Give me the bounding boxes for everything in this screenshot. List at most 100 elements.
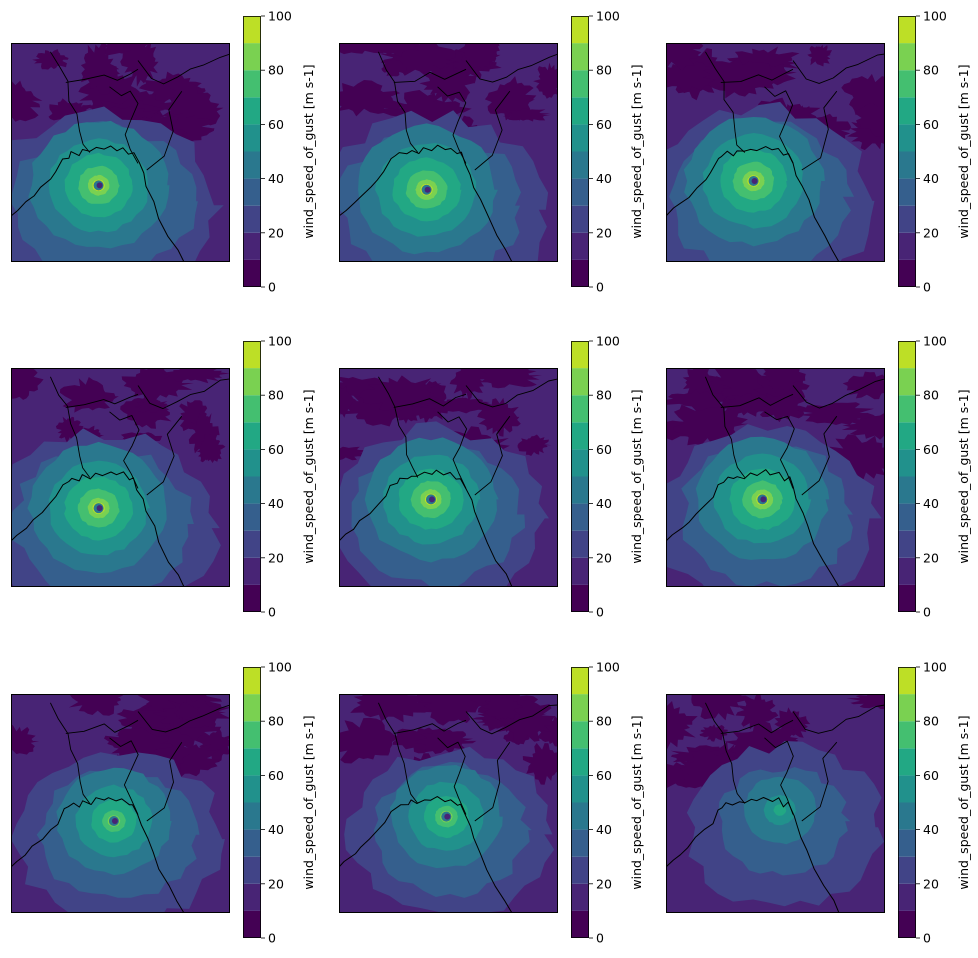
border-line (792, 53, 885, 84)
low-wind-patch (339, 717, 400, 764)
colorbar-segment (243, 910, 261, 938)
map-panel-r1-c3: 0 20 40 60 80 100 wind_speed_of_gust [m s-1] (666, 9, 971, 295)
colorbar-segment (571, 205, 589, 233)
colorbar-segment (243, 368, 261, 396)
colorbar-segment (898, 341, 916, 369)
colorbar-segment (571, 802, 589, 830)
colorbar-tick-label: 0 (596, 605, 604, 620)
colorbar-frame (571, 667, 589, 938)
border-line (704, 702, 746, 804)
colorbar-segment (571, 259, 589, 287)
colorbar-tick-label: 0 (268, 605, 276, 620)
colorbar-segment (898, 503, 916, 531)
low-wind-patch (846, 694, 885, 710)
map-panel-r2-c2: 0 20 40 60 80 100 wind_speed_of_gust [m s-1] (339, 334, 644, 620)
low-wind-patch (502, 108, 552, 122)
colorbar-label: wind_speed_of_gust [m s-1] (956, 64, 971, 238)
map-frame (11, 694, 230, 913)
colorbar-segment (571, 557, 589, 585)
border-line (377, 702, 419, 804)
border-line (801, 741, 838, 822)
low-wind-patch (48, 98, 94, 126)
map-frame (11, 368, 230, 587)
colorbar-segment (243, 748, 261, 776)
low-wind-patch (194, 433, 226, 463)
colorbar-frame (898, 341, 916, 612)
colorbar-tick-label: 100 (268, 9, 292, 24)
colorbar-segment (571, 829, 589, 857)
cyclone-eye (760, 496, 767, 503)
coastline (11, 471, 185, 587)
low-wind-patch (339, 43, 399, 55)
coastline (11, 797, 185, 913)
colorbar-segment (243, 341, 261, 369)
colorbar-segment (571, 43, 589, 71)
colorbar-segment (243, 124, 261, 152)
colorbar-tick-label: 60 (596, 768, 612, 783)
colorbar-segment (243, 584, 261, 612)
colorbar-segment (243, 503, 261, 531)
colorbar-segment (243, 476, 261, 504)
map-frame (11, 43, 230, 262)
colorbar-segment (243, 694, 261, 722)
border-line (50, 51, 91, 153)
colorbar-frame (243, 341, 261, 612)
border-line (393, 719, 467, 734)
map-frame (339, 694, 558, 913)
colorbar: 0 20 40 60 80 100 wind_speed_of_gust [m s-1] (898, 660, 971, 946)
border-line (437, 411, 468, 489)
colorbar-segment (243, 422, 261, 450)
colorbar-tick-label: 20 (596, 876, 612, 891)
colorbar-segment (898, 721, 916, 749)
border-line (109, 86, 139, 164)
colorbar-tick-label: 80 (596, 388, 612, 403)
colorbar-tick-label: 20 (923, 876, 939, 891)
cyclone-eye (751, 177, 758, 184)
low-wind-patch (339, 377, 394, 397)
colorbar-label: wind_speed_of_gust [m s-1] (956, 715, 971, 889)
colorbar-tick-label: 100 (596, 9, 620, 24)
low-wind-patch (11, 80, 43, 122)
colorbar-segment (571, 341, 589, 369)
colorbar-tick-label: 80 (596, 714, 612, 729)
colorbar-tick-label: 100 (923, 334, 947, 349)
colorbar-segment (571, 151, 589, 179)
cyclone-eye (444, 813, 451, 820)
map-panel-r1-c2: 0 20 40 60 80 100 wind_speed_of_gust [m s-1] (339, 9, 644, 295)
colorbar-segment (898, 476, 916, 504)
border-line (146, 415, 183, 496)
colorbar: 0 20 40 60 80 100 wind_speed_of_gust [m s-1] (243, 334, 316, 620)
colorbar: 0 20 40 60 80 100 wind_speed_of_gust [m s-1] (571, 334, 644, 620)
low-wind-patch (533, 62, 558, 99)
colorbar-tick-label: 40 (596, 171, 612, 186)
colorbar-frame (898, 667, 916, 938)
colorbar-tick-label: 0 (268, 931, 276, 946)
colorbar-segment (243, 205, 261, 233)
colorbar-label: wind_speed_of_gust [m s-1] (629, 715, 644, 889)
colorbar-segment (571, 530, 589, 558)
map-panel-r2-c3: 0 20 40 60 80 100 wind_speed_of_gust [m s-1] (666, 334, 971, 620)
colorbar-tick-label: 0 (923, 931, 931, 946)
colorbar-segment (571, 910, 589, 938)
border-line (801, 415, 838, 496)
colorbar-label: wind_speed_of_gust [m s-1] (301, 389, 316, 563)
colorbar-segment (898, 259, 916, 287)
colorbar-segment (571, 395, 589, 423)
colorbar-segment (898, 124, 916, 152)
colorbar-segment (571, 856, 589, 884)
border-line (792, 704, 885, 734)
colorbar-tick-label: 60 (268, 442, 284, 457)
colorbar-tick-label: 20 (268, 225, 284, 240)
colorbar-segment (571, 694, 589, 722)
colorbar-segment (571, 178, 589, 206)
border-line (437, 737, 467, 815)
border-line (65, 719, 139, 734)
map-frame (339, 43, 558, 262)
colorbar-segment (898, 205, 916, 233)
colorbar-tick-label: 20 (923, 225, 939, 240)
low-wind-patch (339, 385, 357, 418)
low-wind-patch (162, 368, 230, 384)
colorbar-segment (571, 721, 589, 749)
colorbar-segment (898, 775, 916, 803)
